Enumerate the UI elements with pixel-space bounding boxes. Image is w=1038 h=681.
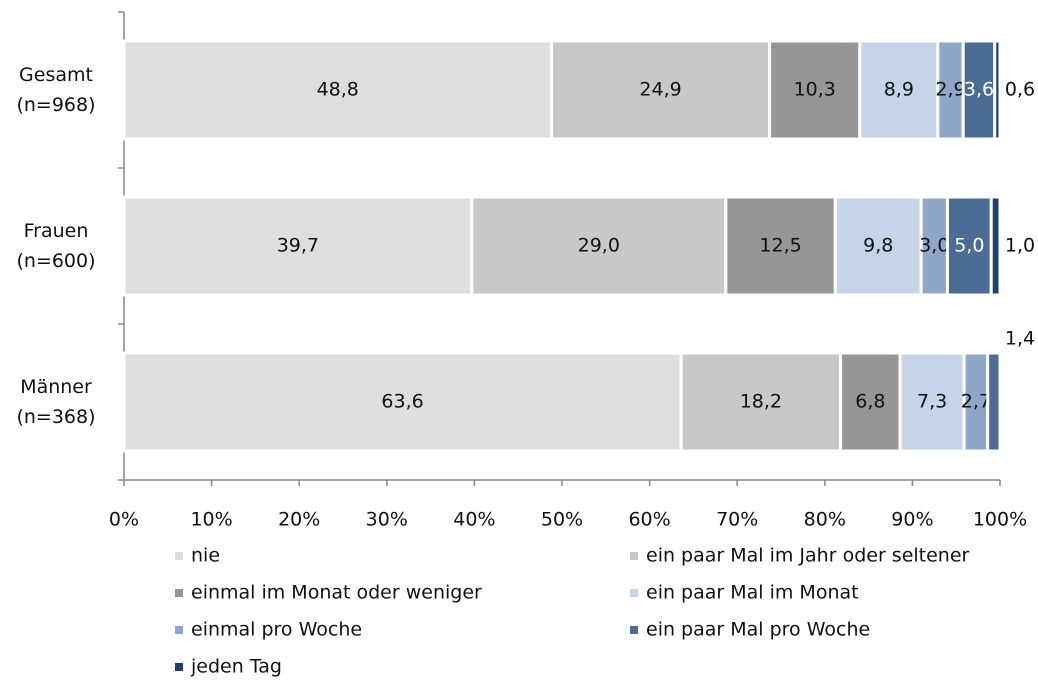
data-label: 2,7 — [961, 391, 991, 413]
data-label: 3,0 — [919, 235, 949, 257]
data-label: 24,9 — [639, 79, 681, 101]
category-label: Frauen (n=600) — [16, 220, 96, 272]
x-tick-label: 50% — [541, 509, 583, 531]
legend-label: jeden Tag — [190, 656, 282, 678]
legend-swatch — [630, 589, 638, 597]
category-label: Gesamt (n=968) — [16, 64, 96, 116]
x-tick-label: 100% — [973, 509, 1027, 531]
legend-label: ein paar Mal im Jahr oder seltener — [646, 545, 970, 567]
bar-segment — [724, 195, 837, 297]
x-tick-label: 60% — [628, 509, 670, 531]
bar-segment — [470, 195, 728, 297]
data-label: 39,7 — [277, 235, 319, 257]
bar-segment — [839, 351, 902, 453]
bar-segment — [993, 39, 1002, 141]
x-tick-label: 40% — [453, 509, 495, 531]
bar-segment — [833, 195, 923, 297]
x-tick-label: 10% — [190, 509, 232, 531]
bar-segment — [122, 39, 553, 141]
x-tick-label: 90% — [891, 509, 933, 531]
x-tick-label: 0% — [109, 509, 139, 531]
legend-swatch — [175, 626, 183, 634]
legend-swatch — [175, 663, 183, 671]
x-tick-label: 80% — [804, 509, 846, 531]
data-label: 3,6 — [964, 79, 994, 101]
legend-swatch — [175, 589, 183, 597]
data-label: 1,0 — [1005, 235, 1035, 257]
data-label: 5,0 — [954, 235, 984, 257]
legend-swatch — [630, 626, 638, 634]
legend-swatch — [630, 552, 638, 560]
legend-label: ein paar Mal pro Woche — [646, 619, 870, 641]
data-label: 10,3 — [794, 79, 836, 101]
legend-swatch — [175, 552, 183, 560]
data-label: 0,6 — [1005, 79, 1035, 101]
x-tick-label: 20% — [278, 509, 320, 531]
data-label: 12,5 — [759, 235, 801, 257]
legend-label: einmal pro Woche — [191, 619, 362, 641]
category-label: Männer (n=368) — [16, 376, 96, 428]
data-label: 2,9 — [935, 79, 965, 101]
x-tick-label: 30% — [366, 509, 408, 531]
data-label: 18,2 — [740, 391, 782, 413]
data-label: 29,0 — [578, 235, 620, 257]
bar-segment — [898, 351, 966, 453]
bar-segment — [986, 351, 1002, 453]
bar-segment — [768, 39, 862, 141]
bar-segment — [989, 195, 1002, 297]
x-tick-label: 70% — [716, 509, 758, 531]
data-label: 48,8 — [317, 79, 359, 101]
bar-segment — [122, 195, 474, 297]
legend-label: ein paar Mal im Monat — [646, 582, 859, 604]
legend-label: einmal im Monat oder weniger — [191, 582, 482, 604]
data-label: 63,6 — [381, 391, 423, 413]
data-label: 9,8 — [863, 235, 893, 257]
data-label: 1,4 — [1005, 328, 1035, 350]
data-label: 8,9 — [884, 79, 914, 101]
data-label: 6,8 — [855, 391, 885, 413]
data-label: 7,3 — [917, 391, 947, 413]
legend-label: nie — [191, 545, 220, 567]
